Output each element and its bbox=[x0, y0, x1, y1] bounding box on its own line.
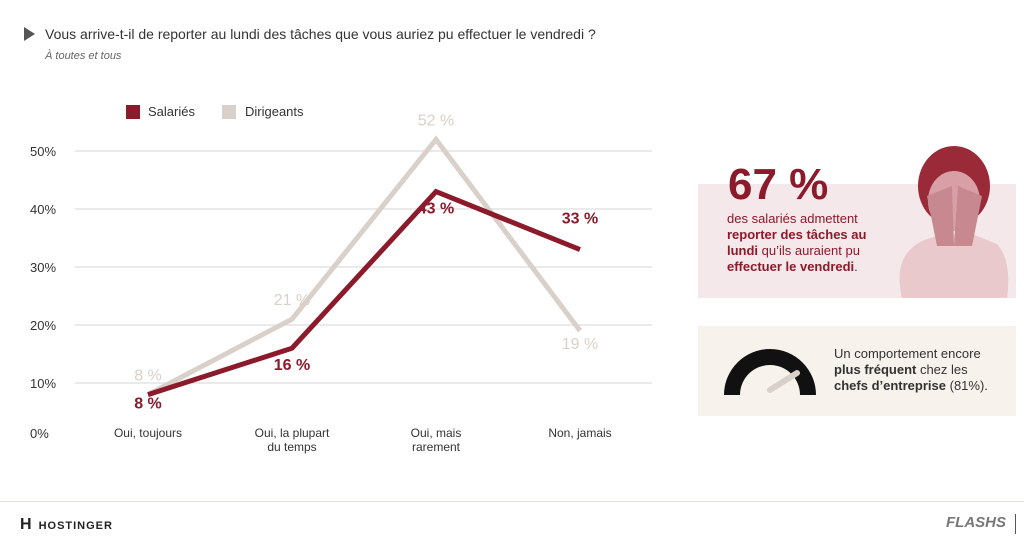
subtitle: À toutes et tous bbox=[45, 50, 122, 62]
y-tick-label: 20% bbox=[30, 318, 56, 333]
data-label: 43 % bbox=[418, 201, 454, 218]
line-chart: 0% 10% 20% 30% 40% 50% Oui, toujours Oui, la pl… bbox=[30, 112, 652, 454]
legend-label-salaries: Salariés bbox=[148, 104, 195, 119]
y-tick-label: 0% bbox=[30, 426, 49, 441]
data-label: 19 % bbox=[562, 336, 598, 353]
series-line-dirigeants bbox=[146, 135, 582, 397]
footer-divider bbox=[0, 501, 1024, 502]
hostinger-h-icon: H bbox=[20, 516, 33, 533]
y-tick-label: 30% bbox=[30, 260, 56, 275]
x-tick-label: Oui, mais rarement bbox=[411, 426, 462, 454]
highlight-value: 67 % bbox=[728, 160, 829, 209]
play-icon bbox=[24, 27, 35, 41]
data-label: 52 % bbox=[418, 112, 454, 129]
gauge-icon bbox=[724, 349, 816, 395]
y-tick-label: 50% bbox=[30, 144, 56, 159]
divider bbox=[1015, 514, 1016, 534]
legend-label-dirigeants: Dirigeants bbox=[245, 104, 304, 119]
x-tick-label: Non, jamais bbox=[548, 426, 611, 440]
question-title: Vous arrive-t-il de reporter au lundi de… bbox=[45, 26, 596, 42]
flashs-logo: FLASHS bbox=[946, 514, 1006, 531]
data-label: 33 % bbox=[562, 211, 598, 228]
highlight-text: des salariés admettent reporter des tâch… bbox=[727, 211, 867, 274]
x-tick-label: Oui, toujours bbox=[114, 426, 182, 440]
legend-swatch-dirigeants bbox=[222, 105, 236, 119]
gauge-text: Un comportement encore plus fréquent che… bbox=[834, 346, 988, 393]
data-label: 16 % bbox=[274, 357, 310, 374]
data-label: 8 % bbox=[134, 396, 162, 413]
y-tick-label: 10% bbox=[30, 376, 56, 391]
person-covering-face-image bbox=[899, 146, 1009, 298]
data-label: 8 % bbox=[134, 368, 162, 385]
hostinger-logo: H HOSTINGER bbox=[20, 516, 113, 533]
legend-swatch-salaries bbox=[126, 105, 140, 119]
series-line-salaries bbox=[147, 188, 581, 397]
x-tick-label: Oui, la plupart du temps bbox=[255, 426, 330, 454]
y-tick-label: 40% bbox=[30, 202, 56, 217]
data-label: 21 % bbox=[274, 292, 310, 309]
